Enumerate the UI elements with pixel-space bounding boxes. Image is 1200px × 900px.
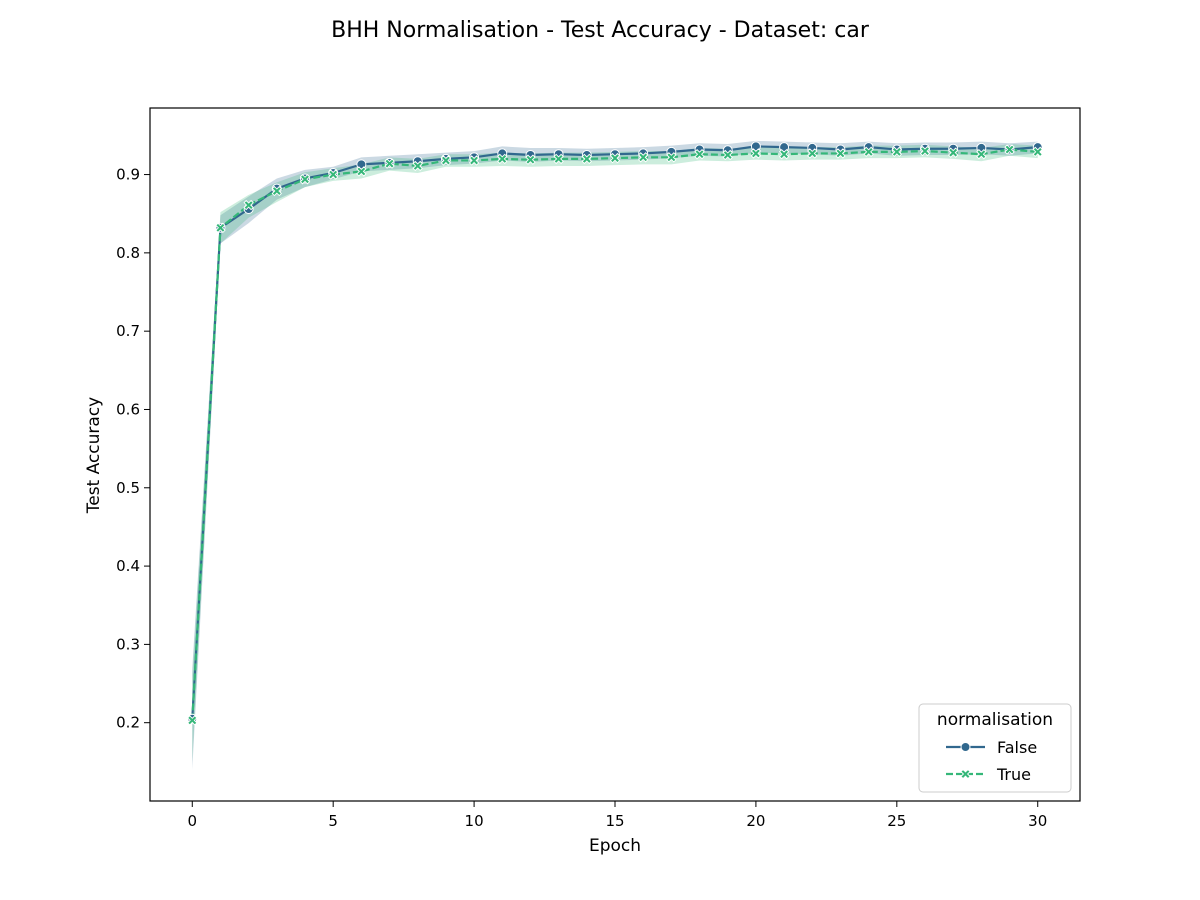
data-point-true xyxy=(440,155,452,166)
data-point-true xyxy=(609,152,621,164)
data-point-true xyxy=(694,149,705,160)
data-point-true xyxy=(271,185,283,197)
y-tick-label: 0.3 xyxy=(116,635,140,653)
data-point-true xyxy=(215,222,226,233)
confidence-band-true xyxy=(192,144,1038,762)
x-tick-label: 10 xyxy=(465,812,484,830)
series-line-true xyxy=(191,148,1038,721)
y-axis-ticks: 0.2 0.3 0.4 0.5 0.6 0.7 0.8 0.9 xyxy=(116,166,150,732)
y-tick-label: 0.7 xyxy=(116,322,140,340)
x-axis-ticks: 0 5 10 15 20 25 30 xyxy=(187,801,1047,830)
y-tick-label: 0.9 xyxy=(116,166,140,184)
y-tick-label: 0.5 xyxy=(116,479,140,497)
plot-frame xyxy=(149,107,1081,802)
x-tick-label: 0 xyxy=(187,812,197,830)
legend-label-false: False xyxy=(997,738,1037,757)
data-point-true xyxy=(497,153,508,165)
data-point-true xyxy=(581,153,593,165)
data-point-true xyxy=(637,152,649,163)
legend-label-true: True xyxy=(996,765,1031,784)
legend-entries: False True xyxy=(946,738,1037,784)
data-point-true xyxy=(356,166,367,177)
data-point-true xyxy=(807,148,818,159)
y-axis-label: Test Accuracy xyxy=(84,397,104,515)
data-point-true xyxy=(750,148,762,159)
y-tick-label: 0.2 xyxy=(116,714,140,732)
legend-swatch-marker-false xyxy=(960,742,971,752)
data-point-true xyxy=(666,152,677,163)
x-tick-label: 5 xyxy=(328,812,338,830)
data-point-true xyxy=(947,147,959,158)
series-markers xyxy=(187,141,1043,726)
x-tick-label: 25 xyxy=(887,812,906,830)
data-point-true xyxy=(778,149,790,160)
data-point-true xyxy=(1032,146,1043,158)
series-lines xyxy=(191,145,1038,721)
data-point-true xyxy=(243,199,254,211)
x-tick-label: 20 xyxy=(746,812,765,830)
x-axis-label: Epoch xyxy=(589,836,641,856)
data-point-true xyxy=(835,148,846,159)
data-point-true xyxy=(327,169,339,180)
data-point-true xyxy=(919,145,931,157)
legend-title: normalisation xyxy=(937,710,1053,730)
series-line-false xyxy=(191,145,1038,719)
x-tick-label: 15 xyxy=(605,812,624,830)
chart-title: BHH Normalisation - Test Accuracy - Data… xyxy=(331,18,870,43)
legend: normalisation False True xyxy=(918,703,1072,793)
x-tick-label: 30 xyxy=(1028,812,1047,830)
data-point-true xyxy=(722,149,733,161)
data-point-true xyxy=(468,155,480,166)
data-point-true xyxy=(412,160,423,172)
confidence-band-false xyxy=(192,140,1038,770)
data-point-true xyxy=(384,158,395,169)
data-point-true xyxy=(187,715,198,726)
legend-box xyxy=(918,703,1072,793)
data-point-true xyxy=(299,174,311,185)
y-tick-label: 0.8 xyxy=(116,244,140,262)
y-tick-label: 0.4 xyxy=(116,557,140,575)
data-point-true xyxy=(976,149,987,160)
data-point-true xyxy=(525,154,536,165)
data-point-true xyxy=(553,153,564,165)
legend-swatch-marker-true xyxy=(960,768,971,780)
data-point-true xyxy=(863,146,874,158)
data-point-true xyxy=(891,146,903,158)
confidence-bands xyxy=(192,140,1038,770)
y-tick-label: 0.6 xyxy=(116,400,140,418)
data-point-true xyxy=(1004,144,1015,155)
